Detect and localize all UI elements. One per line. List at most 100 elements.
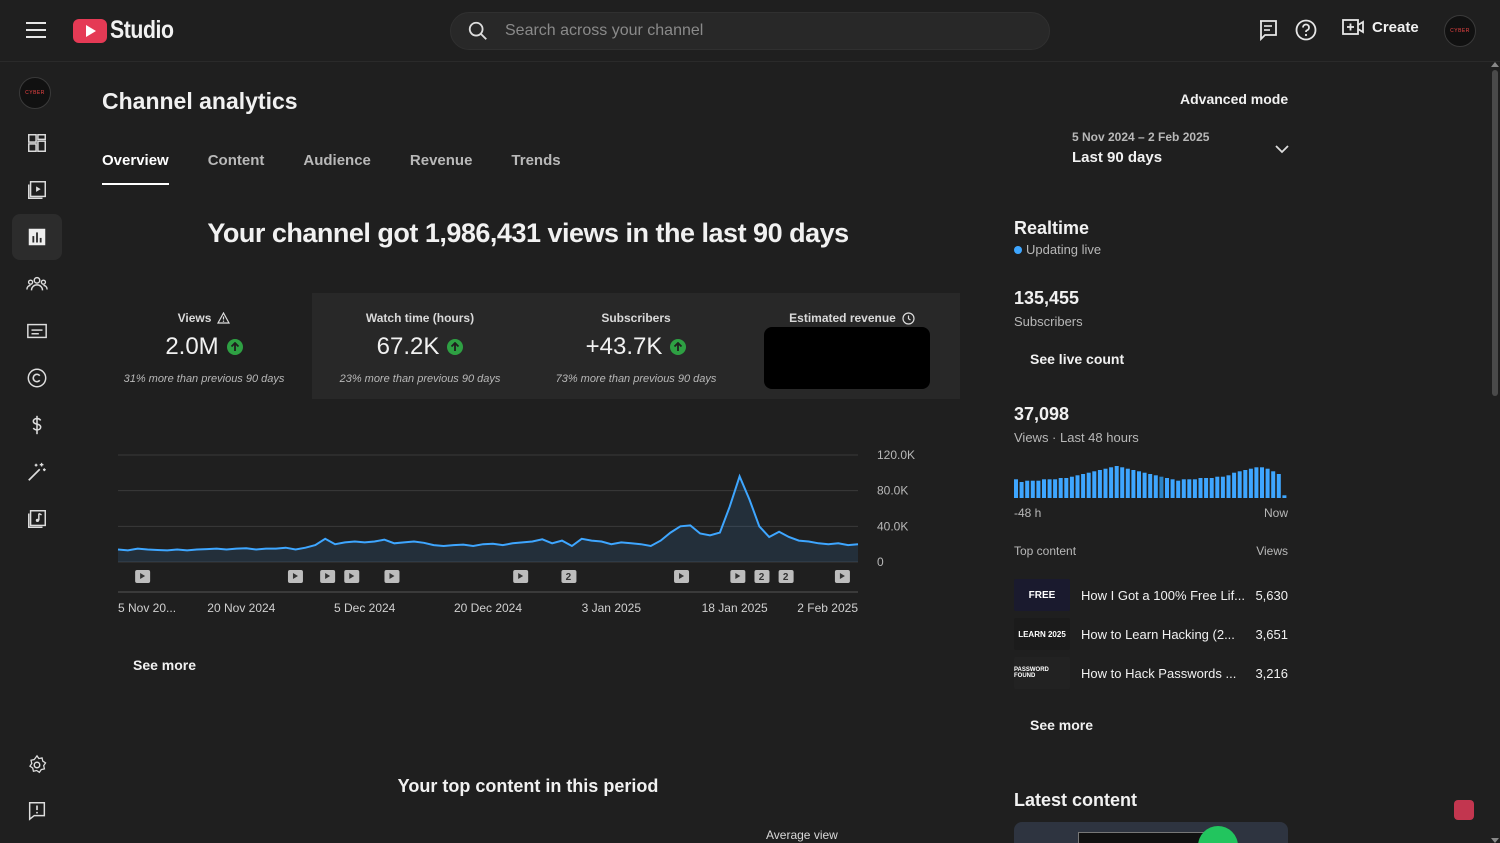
date-range-picker[interactable]: 5 Nov 2024 – 2 Feb 2025 Last 90 days	[1072, 130, 1290, 166]
play-icon	[839, 573, 845, 579]
subtitles-icon	[27, 323, 47, 339]
views-chart[interactable]: 120.0K 80.0K 40.0K 0 2 2 2 5 Nov 20... 20 Nov 20…	[96, 442, 960, 622]
marker-count-label: 2	[566, 572, 572, 583]
feedback-icon[interactable]	[1256, 18, 1280, 42]
play-icon	[679, 573, 685, 579]
sidebar-item-audio-library[interactable]	[12, 496, 62, 542]
search-bar[interactable]	[450, 12, 1050, 50]
area-fill	[118, 476, 858, 562]
realtime-bar	[1248, 468, 1253, 498]
sidebar-item-content[interactable]	[12, 167, 62, 213]
tab-revenue[interactable]: Revenue	[409, 152, 473, 169]
realtime-bar	[1092, 471, 1097, 498]
x-tick-label: 3 Jan 2025	[582, 601, 642, 615]
top-content-row[interactable]: PASSWORD FOUND How to Hack Passwords ...…	[1014, 657, 1288, 689]
help-icon[interactable]	[1294, 18, 1318, 42]
tab-content[interactable]: Content	[207, 152, 265, 169]
realtime-bar	[1159, 476, 1164, 498]
metric-note: 23% more than previous 90 days	[339, 373, 501, 385]
realtime-bar	[1220, 476, 1225, 498]
realtime-bar	[1271, 471, 1276, 498]
realtime-bar	[1209, 478, 1214, 498]
realtime-bar	[1153, 475, 1158, 498]
tab-overview[interactable]: Overview	[102, 152, 169, 185]
live-text: Updating live	[1026, 242, 1102, 257]
sidebar: CYBER	[0, 62, 70, 843]
realtime-bar	[1014, 479, 1018, 498]
realtime-bar	[1075, 475, 1080, 498]
create-video-icon	[1342, 19, 1364, 35]
metric-subscribers[interactable]: Subscribers +43.7K 73% more than previou…	[528, 293, 744, 399]
see-more-button[interactable]: See more	[133, 657, 197, 673]
see-more-top-content-button[interactable]: See more	[1030, 717, 1094, 733]
top-content-row[interactable]: FREE How I Got a 100% Free Lif... 5,630	[1014, 579, 1288, 611]
metric-note: 73% more than previous 90 days	[555, 373, 717, 385]
metric-estimated-revenue[interactable]: Estimated revenue	[744, 293, 960, 399]
tab-trends[interactable]: Trends	[511, 152, 561, 169]
sidebar-item-subtitles[interactable]	[12, 308, 62, 354]
search-input[interactable]	[505, 22, 1025, 40]
sidebar-item-earn[interactable]	[12, 402, 62, 448]
scroll-down-icon[interactable]	[1491, 838, 1499, 843]
latest-content-thumbnail[interactable]	[1014, 822, 1288, 843]
video-views: 5,630	[1255, 587, 1288, 603]
sidebar-item-feedback[interactable]	[12, 788, 62, 834]
realtime-bar	[1181, 479, 1186, 498]
sidebar-item-settings[interactable]	[12, 742, 62, 788]
realtime-bar	[1142, 472, 1147, 498]
y-tick-label: 0	[877, 555, 884, 569]
copyright-icon	[27, 368, 47, 388]
metric-watch-time[interactable]: Watch time (hours) 67.2K 23% more than p…	[312, 293, 528, 399]
realtime-bar	[1237, 471, 1242, 498]
sidebar-item-analytics[interactable]	[12, 214, 62, 260]
realtime-subscribers-label: Subscribers	[1014, 314, 1083, 329]
x-tick-label: 20 Nov 2024	[207, 601, 275, 615]
metric-row: Views 2.0M 31% more than previous 90 day…	[96, 293, 960, 399]
top-content-row[interactable]: LEARN 2025 How to Learn Hacking (2... 3,…	[1014, 618, 1288, 650]
date-range-dates: 5 Nov 2024 – 2 Feb 2025	[1072, 130, 1210, 144]
realtime-bar	[1215, 476, 1220, 498]
create-label: Create	[1372, 18, 1419, 36]
see-live-count-button[interactable]: See live count	[1030, 351, 1125, 367]
sidebar-item-dashboard[interactable]	[12, 120, 62, 166]
video-views: 3,216	[1255, 665, 1288, 681]
account-avatar[interactable]: CYBER	[1444, 15, 1476, 47]
views-headline: Your channel got 1,986,431 views in the …	[207, 218, 849, 248]
sidebar-item-copyright[interactable]	[12, 355, 62, 401]
realtime-bar	[1243, 470, 1248, 498]
scroll-up-icon[interactable]	[1491, 62, 1499, 67]
metric-value: 67.2K	[376, 333, 440, 360]
page-title: Channel analytics	[102, 88, 298, 114]
studio-logo[interactable]: Studio	[73, 16, 185, 45]
realtime-bar	[1282, 495, 1287, 498]
realtime-axis-end: Now	[1263, 506, 1288, 520]
video-title: How to Learn Hacking (2...	[1081, 626, 1235, 642]
metric-views[interactable]: Views 2.0M 31% more than previous 90 day…	[96, 293, 312, 399]
advanced-mode-button[interactable]: Advanced mode	[1180, 91, 1289, 107]
realtime-bar	[1276, 474, 1281, 498]
create-button[interactable]: Create	[1342, 18, 1419, 36]
arrow-up-icon	[670, 339, 687, 355]
marker-count-label: 2	[759, 572, 765, 583]
menu-icon[interactable]	[26, 22, 46, 38]
video-title: How I Got a 100% Free Lif...	[1081, 587, 1246, 603]
realtime-views-value: 37,098	[1014, 404, 1070, 424]
play-icon	[140, 573, 146, 579]
views-line	[117, 473, 859, 552]
dashboard-icon	[28, 134, 46, 152]
realtime-bar-chart[interactable]	[1014, 464, 1288, 498]
tab-audience[interactable]: Audience	[303, 152, 371, 169]
feedback-fab-icon[interactable]	[1454, 800, 1474, 820]
chevron-down-icon	[1275, 145, 1289, 154]
realtime-bar	[1120, 467, 1125, 498]
realtime-bar	[1176, 480, 1181, 498]
video-views: 3,651	[1255, 626, 1288, 642]
metric-value: 2.0M	[165, 333, 219, 360]
realtime-bar	[1148, 474, 1153, 498]
channel-avatar[interactable]: CYBER	[19, 77, 51, 109]
sidebar-item-community[interactable]	[12, 261, 62, 307]
realtime-bar	[1103, 468, 1108, 498]
sidebar-item-customization[interactable]	[12, 449, 62, 495]
scroll-thumb[interactable]	[1492, 70, 1498, 396]
page-scrollbar[interactable]	[1490, 62, 1500, 843]
